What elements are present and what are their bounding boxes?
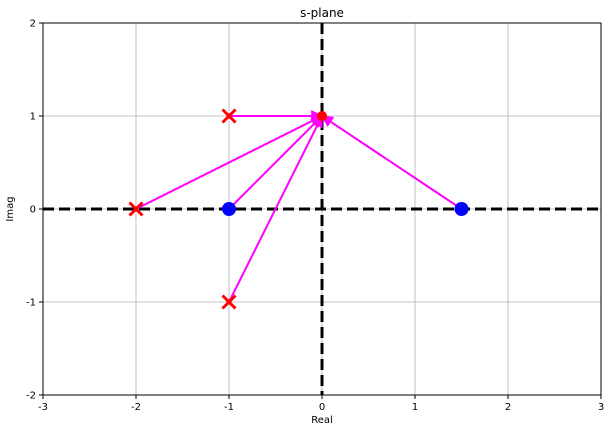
y-tick-label: 1 — [30, 112, 36, 123]
y-tick-label: -1 — [26, 298, 36, 309]
reference-lines — [43, 23, 601, 395]
y-tick-label: 0 — [30, 205, 36, 216]
zero-marker — [454, 202, 469, 216]
pole-stroke — [128, 201, 144, 217]
x-axis-label: Real — [311, 415, 333, 426]
vector-arrow — [135, 115, 324, 210]
x-tick-label: -1 — [224, 402, 234, 413]
pole-marker — [128, 201, 144, 217]
vector-layer — [135, 110, 463, 303]
pole-stroke — [221, 108, 237, 124]
marker-layer — [128, 108, 469, 310]
vector-arrow — [321, 115, 463, 210]
x-tick-label: 2 — [505, 402, 511, 413]
x-tick-label: -3 — [38, 402, 48, 413]
pole-marker — [221, 294, 237, 310]
y-tick-label: -2 — [26, 391, 36, 402]
vector-arrow — [228, 114, 323, 303]
chart-title: s-plane — [300, 6, 344, 20]
vector-arrow — [228, 115, 323, 210]
x-tick-label: 3 — [598, 402, 604, 413]
zero-marker — [222, 202, 236, 216]
y-axis-label: Imag — [5, 196, 16, 221]
y-tick-label: 2 — [30, 19, 36, 30]
x-tick-label: 1 — [412, 402, 418, 413]
pole-marker — [221, 108, 237, 124]
x-tick-label: -2 — [131, 402, 141, 413]
x-tick-label: 0 — [319, 402, 325, 413]
test-point-marker — [317, 111, 327, 121]
pole-stroke — [221, 294, 237, 310]
